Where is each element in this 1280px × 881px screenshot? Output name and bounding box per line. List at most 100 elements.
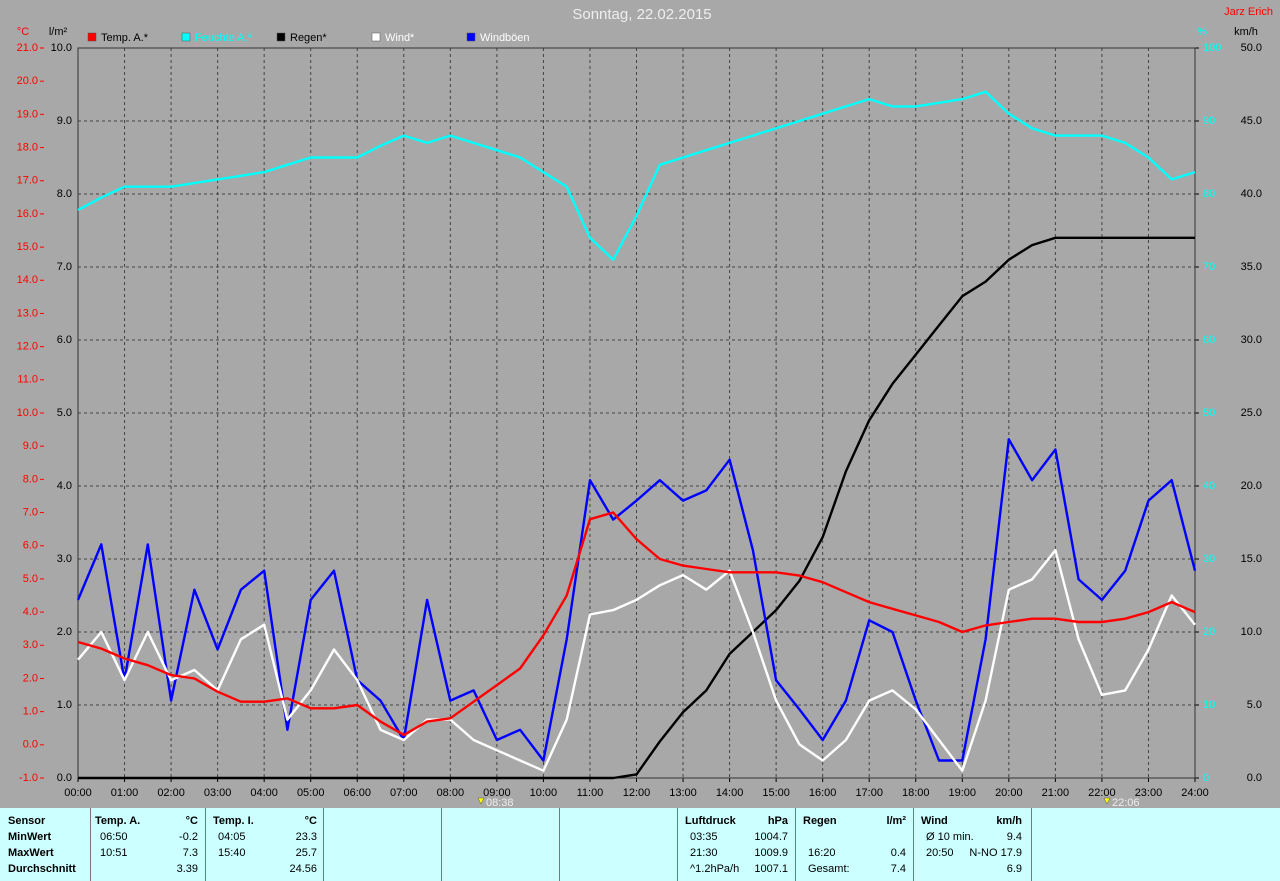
x-tick-label: 00:00 [64,787,92,799]
table-cell: ^1.2hPa/h [690,863,740,875]
y2-tick-label: 10.0 [51,42,72,54]
x-tick-label: 14:00 [716,787,744,799]
y3-tick-label: 30 [1203,553,1215,565]
y4-tick-label: 25.0 [1241,407,1262,419]
y2-tick-label: 8.0 [57,188,72,200]
y-tick-label: 14.0 [17,274,38,286]
x-tick-label: 20:00 [995,787,1023,799]
x-tick-label: 12:00 [623,787,651,799]
table-cell: hPa [767,815,788,827]
chart-title: Sonntag, 22.02.2015 [572,6,711,23]
annotation: 08:38 [477,797,514,808]
legend-label: Temp. A.* [101,32,149,44]
table-cell: 04:05 [218,831,246,843]
chart: Sonntag, 22.02.2015 Jarz Erich °C l/m² %… [16,5,1273,808]
table-cell: 24.56 [289,863,317,875]
y-tick-label: 3.0 [23,639,38,651]
y2-tick-label: 7.0 [57,261,72,273]
y4-tick-label: 35.0 [1241,261,1262,273]
y2-tick-label: 1.0 [57,699,72,711]
y-tick-label: 13.0 [17,307,38,319]
y2-tick-label: 0.0 [57,772,72,784]
x-tick-label: 01:00 [111,787,139,799]
y2-tick-label: 6.0 [57,334,72,346]
legend-label: Feuchte A.* [195,32,253,44]
table-cell: 9.4 [1006,831,1022,843]
y2-unit: l/m² [49,26,68,38]
y-unit: °C [17,26,29,38]
table-cell: 25.7 [295,847,317,859]
legend-swatch [276,32,286,42]
table-cell: l/m² [886,815,906,827]
table-cell: °C [304,815,317,827]
table-cell: km/h [996,815,1022,827]
legend-label: Wind* [385,32,415,44]
x-tick-label: 18:00 [902,787,930,799]
y4-tick-label: 15.0 [1241,553,1262,565]
x-tick-label: 16:00 [809,787,837,799]
legend-label: Regen* [290,32,327,44]
y-tick-label: 0.0 [23,739,38,751]
legend-swatch [466,32,476,42]
y-tick-label: 9.0 [23,440,38,452]
y2-tick-label: 2.0 [57,626,72,638]
annotation-label: 22:06 [1112,797,1140,808]
divider [795,808,796,881]
table-cell: 23.3 [295,831,317,843]
x-tick-label: 07:00 [390,787,418,799]
table-cell: 1009.9 [754,847,788,859]
table-cell: 16:20 [808,847,836,859]
table-cell: 6.9 [1006,863,1022,875]
table-cell: 15:40 [218,847,246,859]
table-cell: -0.2 [179,831,198,843]
legend-label: Windböen [480,32,530,44]
y4-tick-label: 5.0 [1247,699,1262,711]
table-cell: 3.39 [176,863,198,875]
series-line [77,549,1196,772]
x-tick-label: 05:00 [297,787,325,799]
table-cell: Durchschnitt [8,863,76,875]
y-tick-label: 11.0 [17,374,38,386]
y-tick-label: 4.0 [23,606,38,618]
table-cell: 10:51 [100,847,128,859]
divider [205,808,206,881]
y3-unit: % [1197,26,1207,38]
y4-tick-label: 45.0 [1241,115,1262,127]
series-line [77,90,1196,261]
y-tick-label: 17.0 [17,175,38,187]
y2-tick-label: 9.0 [57,115,72,127]
table-cell: Wind [921,815,948,827]
y4-tick-label: 10.0 [1241,626,1262,638]
x-tick-label: 10:00 [530,787,558,799]
x-tick-label: 24:00 [1181,787,1209,799]
y-tick-label: 8.0 [23,473,38,485]
table-cell: 7.4 [890,863,906,875]
x-tick-label: 11:00 [577,787,604,799]
divider [677,808,678,881]
table-cell: 21:30 [690,847,718,859]
y3-tick-label: 50 [1203,407,1215,419]
table-cell: 7.3 [182,847,198,859]
table-cell: 0.4 [890,847,906,859]
y3-tick-label: 70 [1203,261,1215,273]
x-tick-label: 23:00 [1135,787,1163,799]
x-tick-label: 09:00 [483,787,511,799]
y-tick-label: 16.0 [17,208,38,220]
x-tick-label: 19:00 [949,787,977,799]
x-tick-label: 21:00 [1042,787,1070,799]
y-tick-label: 1.0 [23,706,38,718]
annotation-label: 08:38 [486,797,514,808]
table-cell: 1004.7 [754,831,788,843]
annotation: 22:06 [1103,797,1140,808]
plot-frame [77,47,1196,779]
y3-tick-label: 40 [1203,480,1215,492]
divider [913,808,914,881]
y-tick-label: -1.0 [19,772,38,784]
y4-tick-label: 30.0 [1241,334,1262,346]
series-line [78,236,1195,780]
y-tick-label: 15.0 [17,241,38,253]
table-cell: Gesamt: [808,863,850,875]
table-cell: Ø 10 min. [926,831,974,843]
y-tick-label: 10.0 [17,407,38,419]
y-tick-label: 12.0 [17,341,38,353]
